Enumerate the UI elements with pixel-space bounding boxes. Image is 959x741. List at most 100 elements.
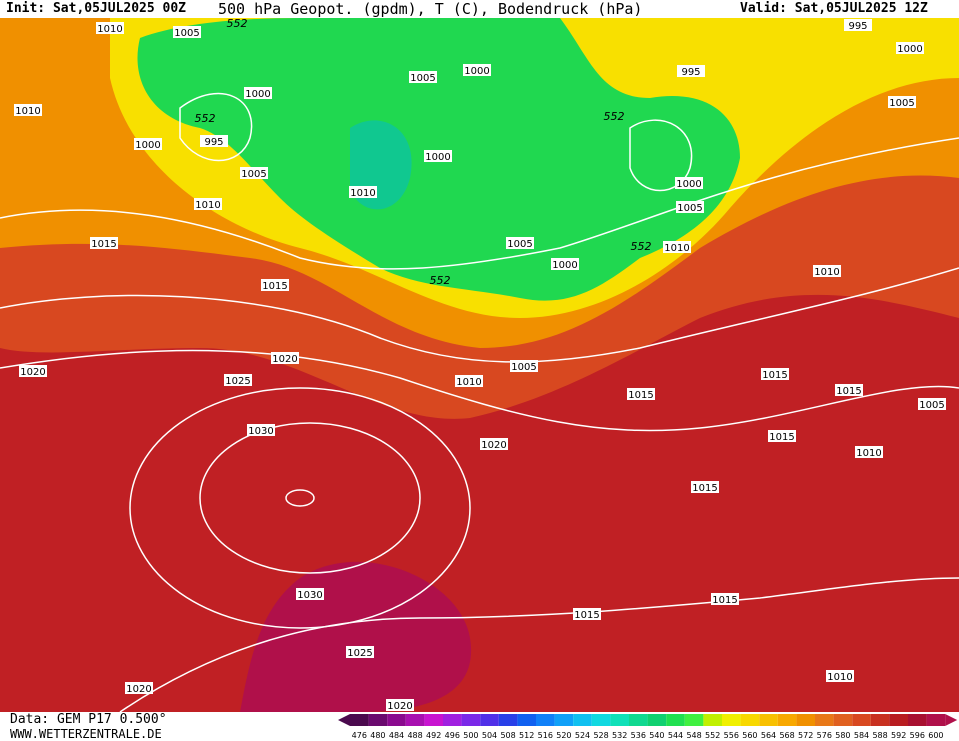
isobar-label-box xyxy=(14,104,42,116)
colorbar-swatch xyxy=(833,714,853,726)
isobar-label-box xyxy=(463,64,491,76)
isobar-label: 1015 xyxy=(762,370,787,381)
colorbar-label: 504 xyxy=(482,731,497,740)
isobar-label-box xyxy=(835,384,863,396)
init-time: Init: Sat,05JUL2025 00Z xyxy=(6,1,187,16)
colorbar-label: 540 xyxy=(649,731,664,740)
colorbar-label: 588 xyxy=(872,731,887,740)
isobar-label: 1010 xyxy=(350,188,375,199)
colorbar-label: 484 xyxy=(389,731,404,740)
isobar-label: 1025 xyxy=(225,376,250,387)
isobar-label: 1010 xyxy=(97,24,122,35)
isobar-label: 1020 xyxy=(387,701,412,712)
colorbar-swatch xyxy=(740,714,760,726)
isobar-label-box xyxy=(896,42,924,54)
isobar-label-box xyxy=(271,352,299,364)
isobar-label-box xyxy=(761,368,789,380)
isobar-label-box xyxy=(296,588,324,600)
contour-label: 552 xyxy=(631,240,652,253)
isobar-label-box xyxy=(691,481,719,493)
colorbar-label: 532 xyxy=(612,731,627,740)
colorbar-swatch xyxy=(461,714,481,726)
isobar-label: 1010 xyxy=(664,243,689,254)
isobar-label: 1015 xyxy=(262,281,287,292)
colorbar-label: 552 xyxy=(705,731,720,740)
colorbar-swatch xyxy=(703,714,722,726)
colorbar-label: 560 xyxy=(742,731,757,740)
data-source: Data: GEM P17 0.500° xyxy=(10,712,167,727)
isobar-label: 1000 xyxy=(552,260,577,271)
site-name: WWW.WETTERZENTRALE.DE xyxy=(10,727,162,741)
colorbar-label: 584 xyxy=(854,731,869,740)
colorbar-label: 496 xyxy=(445,731,460,740)
isobar-label-box xyxy=(134,138,162,150)
isobar-label: 1000 xyxy=(245,89,270,100)
isobar-label-box xyxy=(173,26,201,38)
colorbar-swatch xyxy=(424,714,443,726)
isobar-label-box xyxy=(19,365,47,377)
isobar-label: 1005 xyxy=(507,239,532,250)
contour-label: 552 xyxy=(195,112,216,125)
colorbar-label: 524 xyxy=(575,731,590,740)
colorbar-swatch xyxy=(480,714,499,726)
isobar-label-box xyxy=(409,71,437,83)
colorbar-label: 528 xyxy=(593,731,608,740)
isobar-label: 1015 xyxy=(574,610,599,621)
colorbar-swatch xyxy=(405,714,425,726)
isobar-label: 1015 xyxy=(692,483,717,494)
isobar-label-box xyxy=(349,186,377,198)
contour-label: 552 xyxy=(604,110,625,123)
isobar-label-box xyxy=(918,398,946,410)
isobar-label: 1010 xyxy=(827,672,852,683)
colorbar-swatch xyxy=(889,714,908,726)
valid-time: Valid: Sat,05JUL2025 12Z xyxy=(740,1,928,16)
isobar-label-box xyxy=(813,265,841,277)
isobar-label: 1005 xyxy=(677,203,702,214)
isobar-label-box xyxy=(200,135,228,147)
colorbar-label: 512 xyxy=(519,731,534,740)
isobar-label-box xyxy=(455,375,483,387)
colorbar-label: 564 xyxy=(761,731,776,740)
colorbar-swatch xyxy=(517,714,536,726)
colorbar-swatch xyxy=(870,714,890,726)
isobar-label-box xyxy=(663,241,691,253)
isobar-label: 1005 xyxy=(889,98,914,109)
colorbar-swatch xyxy=(591,714,611,726)
isobar-label-box xyxy=(96,22,124,34)
isobar-label: 1005 xyxy=(410,73,435,84)
colorbar-label: 480 xyxy=(370,731,385,740)
colorbar-label: 580 xyxy=(835,731,850,740)
isobar-label-box xyxy=(261,279,289,291)
colorbar-label: 600 xyxy=(928,731,943,740)
isobar-label: 1010 xyxy=(15,106,40,117)
colorbar-label: 536 xyxy=(631,731,646,740)
colorbar-swatch xyxy=(610,714,629,726)
isobar-label: 1005 xyxy=(174,28,199,39)
colorbar-label: 476 xyxy=(352,731,367,740)
isobar-label: 1030 xyxy=(297,590,322,601)
contour-label: 552 xyxy=(227,18,248,30)
isobar-label-box xyxy=(677,65,705,77)
colorbar-swatch xyxy=(554,714,574,726)
isobar-label-box xyxy=(675,177,703,189)
isobar-label: 1005 xyxy=(241,169,266,180)
isobar-label-box xyxy=(194,198,222,210)
isobar-label-box xyxy=(247,424,275,436)
isobar-label-box xyxy=(573,608,601,620)
isobar-label: 1005 xyxy=(919,400,944,411)
isobar-label-box xyxy=(224,374,252,386)
map-title: 500 hPa Geopot. (gpdm), T (C), Bodendruc… xyxy=(218,0,643,18)
colorbar-swatch xyxy=(498,714,518,726)
colorbar-swatch xyxy=(573,714,592,726)
isobar-label: 1020 xyxy=(481,440,506,451)
colorbar-swatch xyxy=(722,714,741,726)
isobar-label: 1020 xyxy=(126,684,151,695)
isobar-label: 1010 xyxy=(814,267,839,278)
colorbar: 476 480 484 488 492 496 500 504 508 512 516 520 524 5… xyxy=(338,714,958,740)
isobar-label: 1020 xyxy=(272,354,297,365)
colorbar-swatch xyxy=(629,714,648,726)
colorbar-swatch xyxy=(536,714,555,726)
isobar-label: 1000 xyxy=(464,66,489,77)
colorbar-swatch xyxy=(908,714,927,726)
map: 1010 1005 552 1010 552 1000 1000 995 1005 1010 100… xyxy=(0,18,959,712)
